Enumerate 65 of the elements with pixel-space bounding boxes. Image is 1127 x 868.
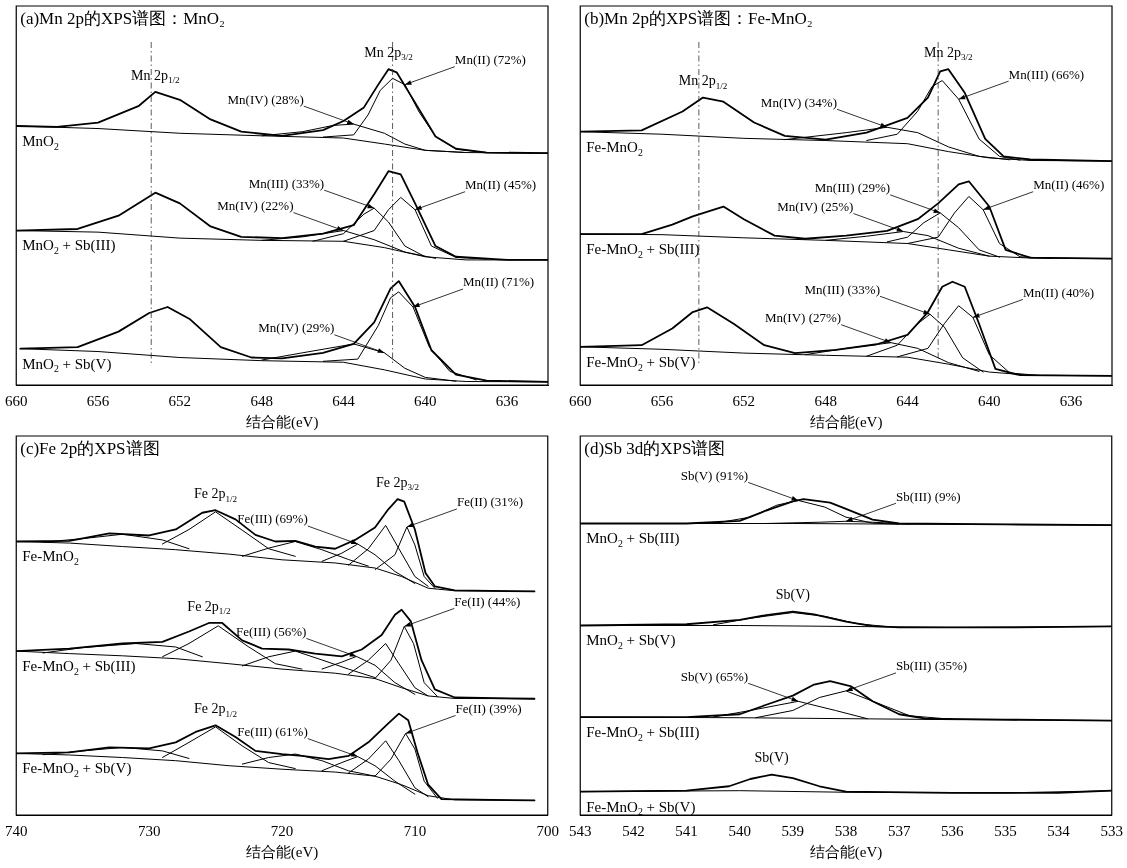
chart-title: (c)Fe 2p的XPS谱图 bbox=[20, 439, 160, 459]
x-tick-label: 534 bbox=[1047, 822, 1071, 839]
annotation: Fe(III) (61%) bbox=[237, 723, 308, 739]
chart-title: (b)Mn 2p的XPS谱图：Fe-MnO₂ bbox=[584, 9, 813, 29]
annotation: Mn(II) (46%) bbox=[1033, 177, 1105, 193]
annotation: Sb(III) (9%) bbox=[896, 488, 961, 504]
annotation: Mn(II) (45%) bbox=[465, 177, 537, 193]
x-tick-label: 533 bbox=[1100, 822, 1123, 839]
annotation: Sb(V) (65%) bbox=[680, 668, 749, 684]
annotation: Mn(IV) (28%) bbox=[227, 91, 304, 107]
annotation: Mn(IV) (29%) bbox=[258, 320, 335, 336]
x-tick-label: 543 bbox=[569, 822, 592, 839]
x-tick-label: 730 bbox=[137, 822, 161, 839]
x-tick-label: 640 bbox=[414, 392, 437, 409]
annotation: Mn(III) (33%) bbox=[248, 175, 325, 191]
chart-title: (a)Mn 2p的XPS谱图：MnO₂ bbox=[20, 9, 225, 29]
annotation: Sb(V) bbox=[775, 587, 811, 604]
x-tick-label: 648 bbox=[250, 392, 273, 409]
annotation: Sb(V) (91%) bbox=[680, 467, 749, 483]
x-axis-title: 结合能(eV) bbox=[245, 413, 319, 431]
annotation: Fe(II) (39%) bbox=[455, 700, 522, 716]
x-tick-label: 710 bbox=[403, 822, 427, 839]
x-tick-label: 535 bbox=[994, 822, 1017, 839]
x-axis-title: 结合能(eV) bbox=[809, 413, 883, 431]
x-tick-label: 720 bbox=[270, 822, 294, 839]
x-tick-label: 656 bbox=[650, 392, 674, 409]
x-tick-label: 540 bbox=[728, 822, 751, 839]
annotation: Mn(IV) (34%) bbox=[760, 94, 838, 110]
x-tick-label: 538 bbox=[834, 822, 858, 839]
annotation: Fe(II) (31%) bbox=[456, 494, 523, 510]
x-tick-label: 740 bbox=[5, 822, 28, 839]
x-tick-label: 542 bbox=[622, 822, 645, 839]
x-tick-label: 652 bbox=[732, 392, 756, 409]
annotation: Fe(III) (56%) bbox=[236, 623, 307, 639]
annotation: Mn(IV) (22%) bbox=[217, 197, 294, 213]
x-tick-label: 541 bbox=[675, 822, 698, 839]
x-tick-label: 660 bbox=[5, 392, 28, 409]
x-axis-title: 结合能(eV) bbox=[245, 843, 319, 861]
x-tick-label: 644 bbox=[896, 392, 920, 409]
x-tick-label: 656 bbox=[86, 392, 110, 409]
annotation: Mn(II) (71%) bbox=[463, 274, 535, 290]
annotation: Mn(II) (40%) bbox=[1022, 284, 1095, 300]
x-tick-label: 640 bbox=[978, 392, 1001, 409]
annotation: Mn(IV) (27%) bbox=[764, 310, 842, 326]
x-tick-label: 537 bbox=[887, 822, 911, 839]
x-tick-label: 644 bbox=[332, 392, 356, 409]
annotation: Mn(III) (66%) bbox=[1008, 66, 1085, 82]
annotation: Sb(III) (35%) bbox=[896, 658, 968, 674]
x-tick-label: 539 bbox=[781, 822, 805, 839]
x-axis-title: 结合能(eV) bbox=[809, 843, 883, 861]
x-tick-label: 536 bbox=[941, 822, 965, 839]
x-tick-label: 636 bbox=[1059, 392, 1083, 409]
x-tick-label: 636 bbox=[495, 392, 519, 409]
x-tick-label: 700 bbox=[536, 822, 559, 839]
chart-title: (d)Sb 3d的XPS谱图 bbox=[584, 439, 726, 459]
annotation: Fe(II) (44%) bbox=[454, 593, 521, 609]
annotation: Mn(IV) (25%) bbox=[777, 198, 854, 214]
annotation: Fe(III) (69%) bbox=[237, 511, 308, 527]
x-tick-label: 660 bbox=[569, 392, 592, 409]
annotation: Sb(V) bbox=[754, 750, 790, 767]
x-tick-label: 652 bbox=[168, 392, 192, 409]
annotation: Mn(III) (33%) bbox=[804, 281, 880, 297]
annotation: Mn(III) (29%) bbox=[814, 180, 891, 196]
annotation: Mn(II) (72%) bbox=[454, 52, 526, 68]
x-tick-label: 648 bbox=[814, 392, 837, 409]
